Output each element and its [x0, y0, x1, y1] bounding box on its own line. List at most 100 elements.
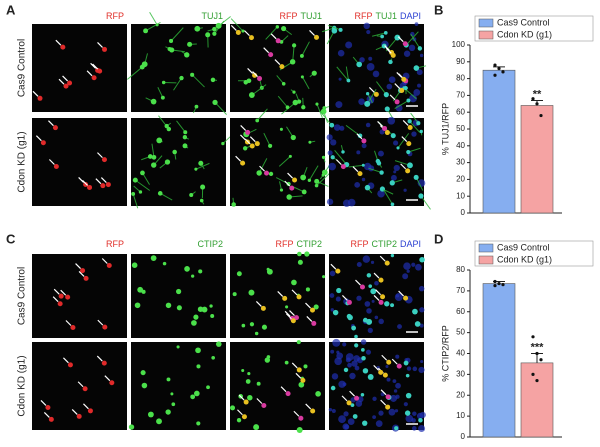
cell: [285, 105, 290, 110]
nucleus: [413, 89, 421, 96]
arrow: [58, 78, 65, 85]
neurite: [214, 102, 227, 115]
nucleus: [402, 273, 409, 280]
nucleus: [328, 162, 337, 171]
column-header: TUJ1: [201, 11, 223, 21]
nucleus: [332, 338, 341, 347]
cell: [403, 85, 408, 91]
panel-label: D: [434, 231, 443, 246]
nucleus: [359, 57, 365, 63]
arrow: [235, 155, 242, 162]
rfp-cell: [257, 76, 263, 82]
cell: [279, 188, 284, 192]
nucleus: [419, 323, 424, 328]
arrow: [373, 364, 380, 371]
cell: [210, 77, 216, 83]
legend-swatch: [478, 243, 494, 253]
nucleus: [415, 263, 422, 271]
arrow: [101, 258, 108, 264]
rfp-cell: [300, 377, 306, 383]
nucleus: [418, 425, 426, 433]
rfp-cell: [82, 386, 88, 392]
rfp-cell: [385, 394, 391, 400]
rfp-cell: [87, 184, 93, 190]
nucleus: [418, 366, 425, 374]
cell: [200, 184, 206, 190]
cell: [286, 194, 292, 200]
cell: [360, 393, 365, 397]
cell: [388, 59, 393, 65]
row-label: Cdon KD (g1): [17, 131, 28, 192]
data-point: [493, 279, 497, 284]
arrow: [356, 133, 363, 140]
cell: [215, 22, 222, 29]
cell: [143, 28, 149, 34]
rfp-cell: [384, 130, 390, 136]
nucleus: [362, 255, 371, 263]
nucleus: [395, 382, 401, 389]
neurite: [230, 18, 244, 32]
arrow: [71, 408, 78, 415]
micrograph: [127, 11, 231, 115]
nucleus: [354, 181, 361, 188]
rfp-cell: [382, 372, 388, 378]
rfp-cell: [91, 75, 97, 81]
nucleus: [390, 174, 397, 181]
nucleus: [416, 69, 423, 76]
cell: [150, 255, 157, 262]
nucleus: [411, 131, 417, 137]
nucleus: [414, 22, 419, 26]
cell: [147, 411, 154, 418]
cell: [315, 102, 319, 106]
rfp-cell: [292, 177, 298, 183]
cell: [160, 95, 165, 100]
arrow: [385, 47, 392, 54]
nucleus: [342, 199, 351, 207]
cell: [380, 34, 384, 39]
cell: [338, 27, 343, 32]
cell: [132, 177, 138, 183]
cell: [198, 269, 203, 274]
nucleus: [378, 318, 384, 325]
cell: [315, 391, 321, 397]
arrow: [377, 121, 383, 127]
cell: [266, 355, 271, 359]
arrow: [100, 177, 107, 183]
cell: [330, 385, 336, 391]
nucleus: [365, 122, 371, 128]
cell: [329, 122, 335, 128]
cell: [407, 162, 413, 169]
y-tick-label: 20: [456, 175, 465, 184]
micrograph-background: [32, 118, 127, 206]
cell: [367, 374, 374, 380]
cell: [413, 65, 420, 71]
nucleus: [349, 372, 356, 380]
rfp-cell: [402, 41, 408, 47]
cell: [199, 198, 204, 203]
cell: [162, 261, 167, 266]
nucleus: [345, 353, 354, 361]
cell: [361, 356, 366, 361]
nucleus: [386, 83, 393, 90]
rfp-cell: [403, 295, 409, 301]
cell: [194, 167, 198, 171]
arrow: [291, 289, 298, 296]
data-point: [497, 66, 501, 71]
cell: [284, 360, 289, 365]
stain-label: TUJ1: [375, 11, 397, 21]
micrograph-background: [329, 24, 424, 112]
cell: [187, 41, 193, 47]
nucleus: [333, 124, 341, 131]
cell: [281, 81, 286, 86]
rfp-cell: [378, 299, 384, 305]
rfp-cell: [80, 268, 86, 274]
cell: [275, 25, 280, 29]
nucleus: [412, 411, 417, 416]
micrograph-background: [32, 254, 127, 338]
arrow: [255, 300, 262, 307]
nucleus: [374, 280, 379, 286]
rfp-cell: [296, 294, 302, 300]
neurite: [132, 193, 139, 209]
arrow: [90, 62, 97, 69]
nucleus: [358, 98, 365, 105]
